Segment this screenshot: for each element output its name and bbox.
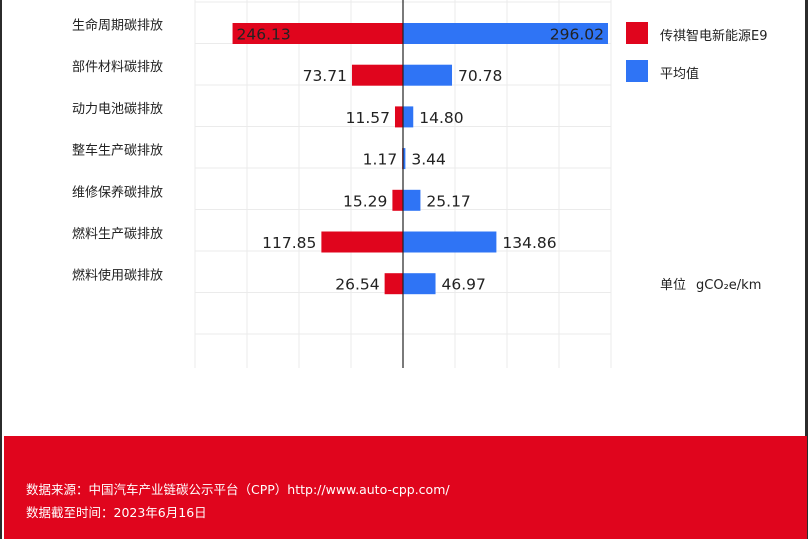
value-label-average: 296.02 <box>550 26 604 44</box>
bar-e9 <box>351 64 403 86</box>
unit-label: 单位 <box>660 278 687 293</box>
category-label: 燃料生产碳排放 <box>72 226 163 242</box>
bar-average <box>403 23 608 44</box>
category-label: 部件材料碳排放 <box>72 60 163 75</box>
category-label: 整车生产碳排放 <box>72 143 163 159</box>
bar-average <box>403 148 406 170</box>
category-label: 动力电池碳排放 <box>72 102 163 117</box>
value-label-e9: 246.13 <box>237 26 291 44</box>
bar-e9 <box>392 189 403 211</box>
bar-e9 <box>394 106 403 128</box>
value-label-average: 134.86 <box>502 234 556 252</box>
legend-label-e9: 传祺智电新能源E9 <box>660 29 768 44</box>
bar-e9 <box>232 23 403 44</box>
value-label-e9: 1.17 <box>363 151 398 169</box>
value-label-e9: 73.71 <box>303 67 347 85</box>
value-label-e9: 15.29 <box>343 192 387 210</box>
category-label: 燃料使用碳排放 <box>72 268 163 284</box>
value-label-e9: 117.85 <box>262 234 316 252</box>
unit-note: 单位 gCO₂e/km <box>660 274 761 293</box>
bar-average <box>403 231 497 253</box>
value-label-average: 70.78 <box>458 67 502 85</box>
value-label-e9: 11.57 <box>346 109 390 127</box>
value-label-average: 25.17 <box>426 192 470 210</box>
value-label-average: 3.44 <box>411 151 446 169</box>
footer-source: 数据来源：中国汽车产业链碳公示平台（CPP）http://www.auto-cp… <box>26 482 450 497</box>
legend-swatch-e9 <box>626 22 648 44</box>
value-label-average: 14.80 <box>419 109 463 127</box>
value-labels: 246.13 296.02 73.71 70.78 11.57 14.80 1.17 3.44… <box>237 26 604 294</box>
bar-average <box>403 189 421 211</box>
legend-swatch-average <box>626 60 648 82</box>
category-label: 维修保养碳排放 <box>72 184 163 200</box>
bars <box>232 23 608 295</box>
bar-e9 <box>384 273 403 295</box>
footer-banner: 数据来源：中国汽车产业链碳公示平台（CPP）http://www.auto-cp… <box>4 436 807 539</box>
bar-e9 <box>321 231 403 253</box>
legend-item-e9: 传祺智电新能源E9 <box>626 22 808 46</box>
value-label-average: 46.97 <box>442 276 486 294</box>
bar-average <box>403 106 414 128</box>
value-label-e9: 26.54 <box>335 276 379 294</box>
bar-average <box>403 64 453 86</box>
bar-average <box>403 273 436 295</box>
category-label: 生命周期碳排放 <box>72 18 163 34</box>
category-labels: 生命周期碳排放部件材料碳排放动力电池碳排放整车生产碳排放维修保养碳排放燃料生产碳… <box>72 18 163 284</box>
footer-date: 数据截至时间：2023年6月16日 <box>26 505 207 520</box>
unit-value: gCO₂e/km <box>696 278 762 293</box>
legend-label-average: 平均值 <box>660 67 700 82</box>
legend-item-average: 平均值 <box>626 60 808 84</box>
